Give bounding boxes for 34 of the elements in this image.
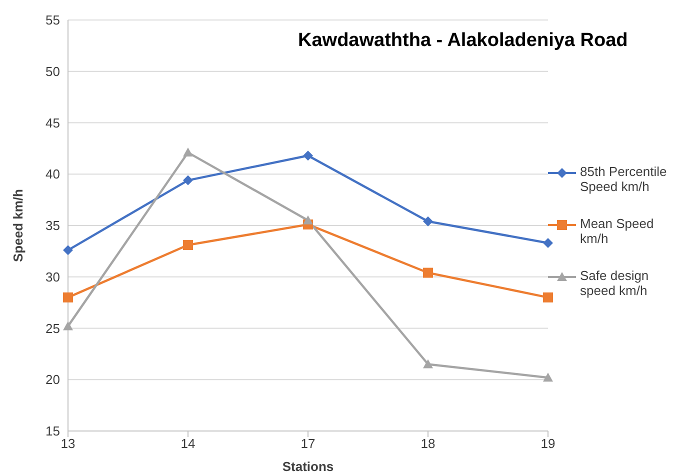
point — [183, 148, 193, 157]
point — [63, 245, 73, 256]
x-tick-label: 17 — [300, 436, 316, 452]
x-tick-label: 13 — [60, 436, 76, 452]
point — [63, 292, 73, 302]
point — [303, 150, 313, 161]
point — [543, 372, 553, 382]
y-tick-label: 20 — [46, 372, 60, 388]
point — [423, 359, 433, 368]
x-tick-label: 19 — [540, 436, 556, 452]
point — [423, 216, 433, 226]
legend-label: 85th Percentile Speed km/h — [580, 164, 668, 194]
point — [543, 292, 553, 302]
y-tick-label: 40 — [46, 166, 60, 182]
point — [423, 268, 433, 278]
point — [183, 240, 193, 250]
y-tick-label: 15 — [46, 424, 60, 439]
y-tick-label: 55 — [46, 12, 60, 28]
x-axis-title: Stations — [282, 459, 334, 474]
point — [63, 321, 73, 330]
legend-label: Safe design speed km/h — [580, 268, 650, 298]
x-tick-label: 14 — [180, 436, 196, 452]
text: Kawdawaththa - Alakoladeniya Road — [298, 30, 628, 52]
x-tick-label: 18 — [420, 436, 436, 452]
legend-label: Mean Speed km/h — [580, 216, 655, 246]
point — [303, 215, 313, 224]
y-tick-label: 35 — [46, 218, 60, 234]
point — [183, 175, 193, 186]
point — [543, 238, 553, 248]
y-tick-label: 25 — [46, 320, 60, 336]
y-axis-title: Speed km/h — [10, 188, 26, 262]
y-tick-label: 50 — [46, 64, 60, 79]
y-tick-label: 30 — [46, 269, 60, 284]
y-tick-label: 45 — [46, 115, 60, 130]
